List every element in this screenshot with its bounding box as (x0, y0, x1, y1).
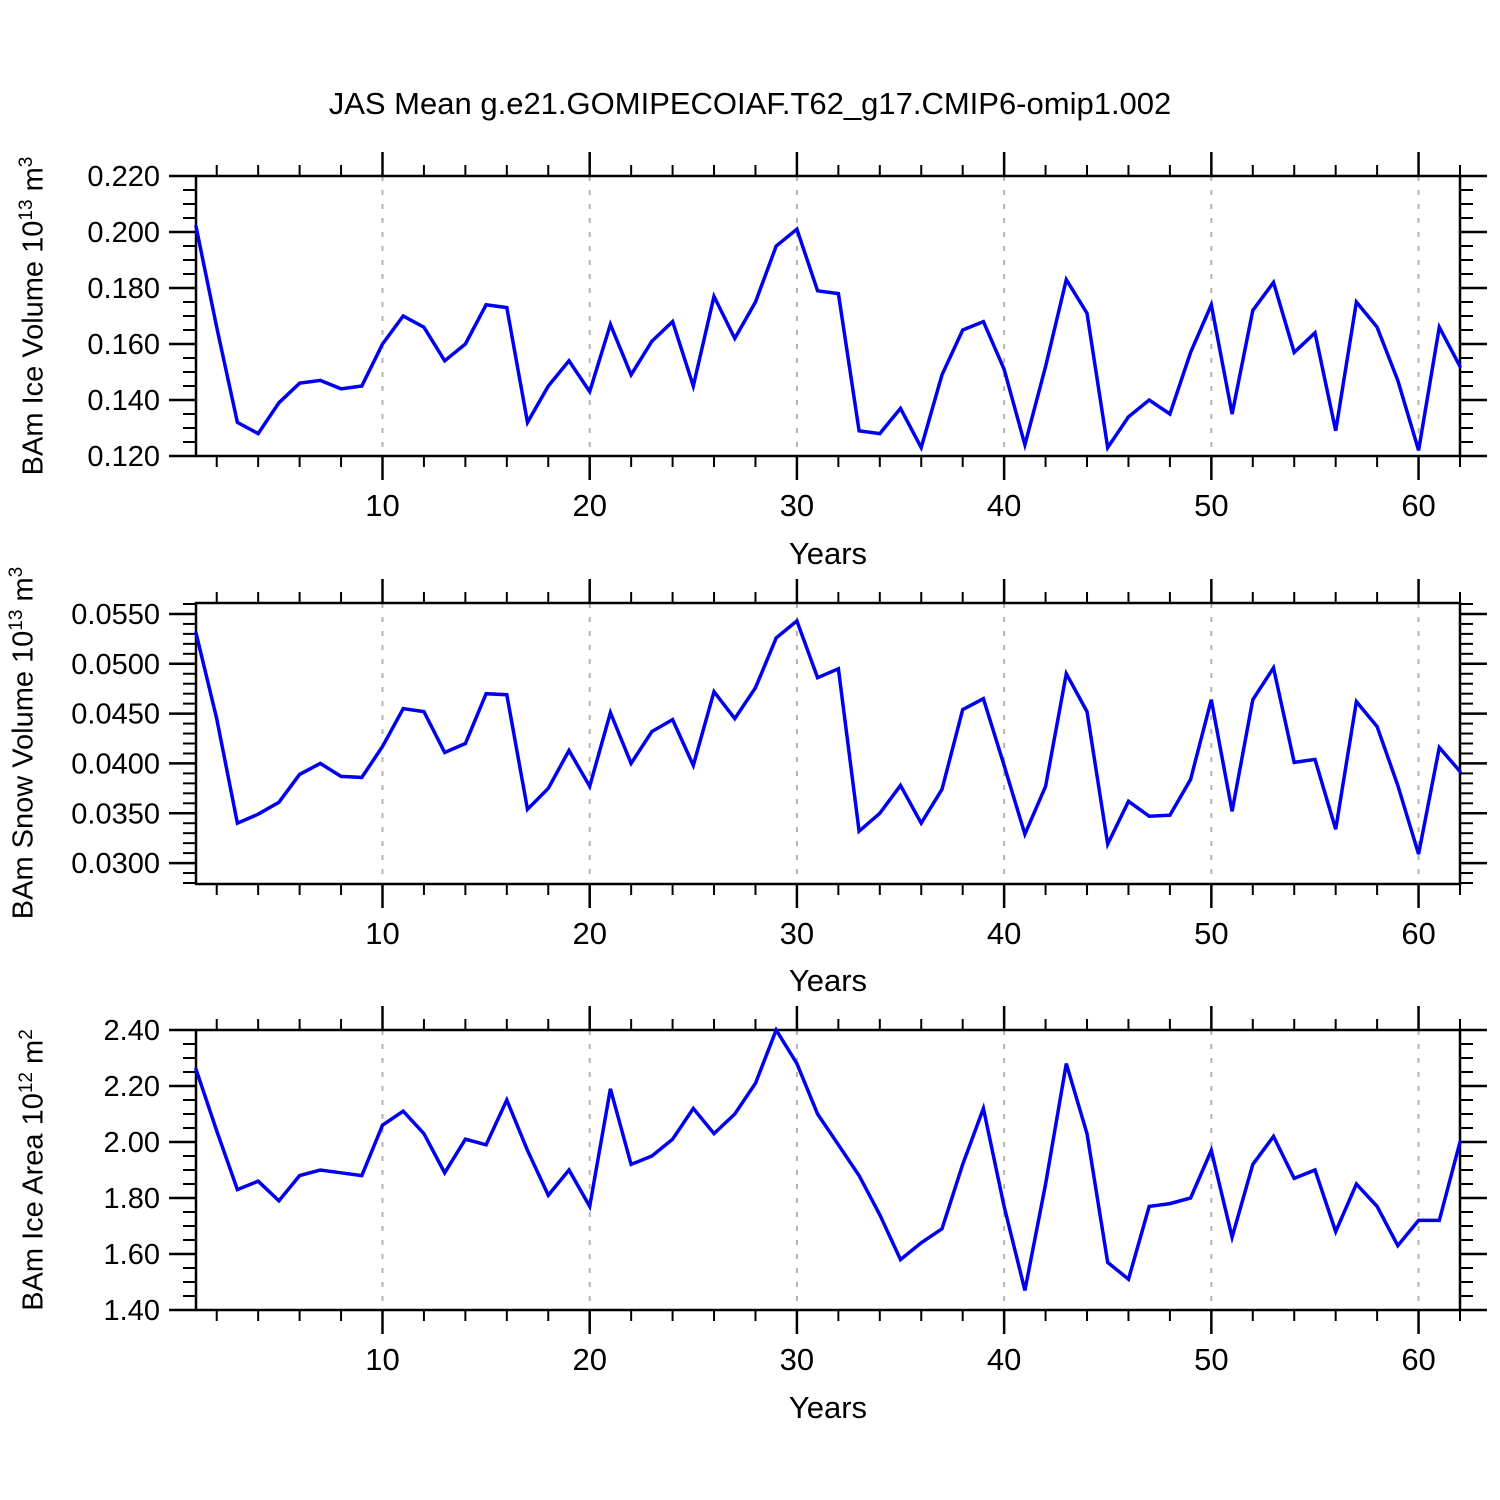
x-tick-label: 50 (1194, 1342, 1228, 1377)
plot-frame (194, 174, 1462, 458)
y-axis-title-snow-volume: BAm Snow Volume 1013 m3 (6, 567, 41, 919)
x-tick-label: 10 (365, 1342, 399, 1377)
figure-title: JAS Mean g.e21.GOMIPECOIAF.T62_g17.CMIP6… (328, 86, 1172, 121)
x-tick-label: 30 (780, 1342, 814, 1377)
y-tick-label: 2.00 (104, 1127, 160, 1159)
y-axis-title-exponent: 3 (16, 156, 37, 168)
panel-snow-volume: 10 20 30 40 50 60 0.0300 0.0350 0.0400 0.0450 0.05… (71, 579, 1487, 951)
panel-ice-area: 10 20 30 40 50 60 1.40 1.60 1.80 2.00 2.20 2.40 (104, 1006, 1487, 1377)
y-tick-label: 0.220 (87, 161, 160, 193)
panel-ice-volume: 10 20 30 40 50 60 0.120 0.140 0.160 0.180 0.200 0.2… (87, 152, 1487, 523)
plot-frame (194, 601, 1462, 886)
y-tick-label: 0.200 (87, 217, 160, 249)
y-tick-label: 0.0400 (71, 748, 160, 780)
y-tick-label: 0.120 (87, 441, 160, 473)
x-axis-title-panel3: Years (788, 1390, 868, 1425)
x-tick-label: 20 (572, 488, 606, 523)
x-tick-label: 40 (987, 1342, 1021, 1377)
y-axis-title-text: BAm Snow Volume 10 (7, 630, 40, 920)
x-tick-label: 30 (780, 916, 814, 951)
y-axis-title-exponent: 3 (6, 566, 27, 578)
y-tick-label: 0.0450 (71, 699, 160, 731)
y-axis-title-text: BAm Ice Area 10 (17, 1093, 50, 1311)
y-tick-label: 2.40 (104, 1015, 160, 1047)
y-tick-label: 1.60 (104, 1239, 160, 1271)
y-tick-label: 2.20 (104, 1071, 160, 1103)
x-tick-label: 50 (1194, 488, 1228, 523)
x-tick-label: 20 (572, 916, 606, 951)
x-tick-label: 60 (1401, 488, 1435, 523)
y-tick-label: 0.180 (87, 273, 160, 305)
y-tick-label: 1.40 (104, 1295, 160, 1327)
x-tick-label: 10 (365, 488, 399, 523)
x-tick-label: 30 (780, 488, 814, 523)
x-tick-label: 40 (987, 488, 1021, 523)
y-axis-title-ice-volume: BAm Ice Volume 1013 m3 (16, 157, 51, 476)
x-tick-label: 40 (987, 916, 1021, 951)
y-axis-title-text: m (17, 167, 50, 200)
ice-area-series-line (194, 1026, 1462, 1291)
y-tick-label: 0.0300 (71, 848, 160, 880)
y-axis-title-exponent: 13 (6, 609, 27, 631)
y-axis-title-text: BAm Ice Volume 10 (17, 220, 50, 476)
x-tick-label: 10 (365, 916, 399, 951)
y-tick-label: 0.0550 (71, 599, 160, 631)
plot-frame (194, 1028, 1462, 1312)
y-tick-label: 0.0500 (71, 649, 160, 681)
snow-volume-series-line (194, 617, 1462, 855)
y-axis-title-exponent: 13 (16, 199, 37, 221)
y-tick-label: 0.140 (87, 385, 160, 417)
y-axis-title-exponent: 12 (16, 1072, 37, 1094)
y-axis-title-ice-area: BAm Ice Area 1012 m2 (16, 1029, 51, 1311)
x-tick-label: 20 (572, 1342, 606, 1377)
x-tick-label: 60 (1401, 1342, 1435, 1377)
y-axis-title-exponent: 2 (16, 1029, 37, 1040)
y-axis-title-text: m (7, 577, 40, 610)
y-tick-label: 0.0350 (71, 798, 160, 830)
y-axis-title-text: m (17, 1039, 50, 1073)
x-axis-title-panel1: Years (788, 536, 868, 571)
x-axis-title-panel2: Years (788, 963, 868, 998)
y-tick-label: 0.160 (87, 329, 160, 361)
y-tick-label: 1.80 (104, 1183, 160, 1215)
x-tick-label: 50 (1194, 916, 1228, 951)
ice-volume-series-line (194, 224, 1462, 453)
x-tick-label: 60 (1401, 916, 1435, 951)
